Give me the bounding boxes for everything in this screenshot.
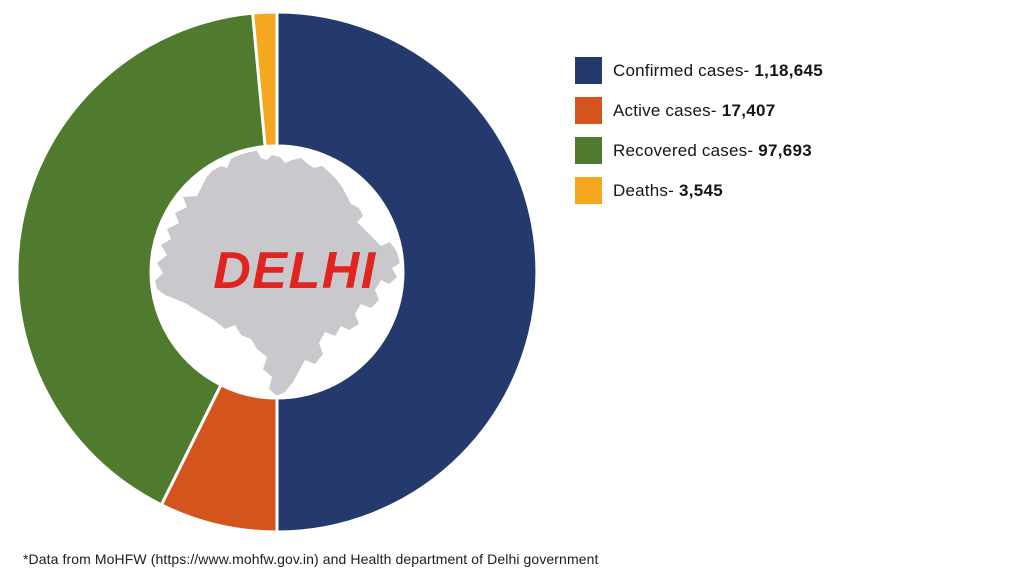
legend-label-active: Active cases- bbox=[613, 100, 717, 120]
donut-chart: DELHI bbox=[15, 10, 539, 534]
legend-swatch-recovered bbox=[575, 137, 602, 164]
legend-item-confirmed: Confirmed cases- 1,18,645 bbox=[575, 57, 823, 84]
legend-swatch-confirmed bbox=[575, 57, 602, 84]
legend-value-confirmed: 1,18,645 bbox=[754, 60, 823, 80]
legend-value-deaths: 3,545 bbox=[678, 180, 723, 200]
donut-slice-recovered bbox=[15, 11, 267, 507]
legend-label-confirmed: Confirmed cases- bbox=[613, 60, 750, 80]
donut-slice-confirmed bbox=[275, 10, 539, 534]
donut-slice-deaths bbox=[251, 10, 279, 149]
legend-swatch-active bbox=[575, 97, 602, 124]
legend-label-deaths: Deaths- bbox=[613, 180, 674, 200]
delhi-map-group bbox=[155, 151, 400, 395]
legend-swatch-deaths bbox=[575, 177, 602, 204]
legend: Confirmed cases- 1,18,645 Active cases- 17… bbox=[575, 57, 823, 217]
legend-value-active: 17,407 bbox=[721, 100, 776, 120]
source-note: *Data from MoHFW (https://www.mohfw.gov.… bbox=[23, 551, 599, 567]
delhi-map-silhouette bbox=[155, 151, 400, 395]
legend-label-recovered: Recovered cases- bbox=[613, 140, 754, 160]
donut-slices bbox=[15, 10, 539, 534]
legend-item-deaths: Deaths- 3,545 bbox=[575, 177, 823, 204]
center-label: DELHI bbox=[213, 242, 377, 300]
legend-item-active: Active cases- 17,407 bbox=[575, 97, 823, 124]
legend-value-recovered: 97,693 bbox=[758, 140, 813, 160]
legend-item-recovered: Recovered cases- 97,693 bbox=[575, 137, 823, 164]
